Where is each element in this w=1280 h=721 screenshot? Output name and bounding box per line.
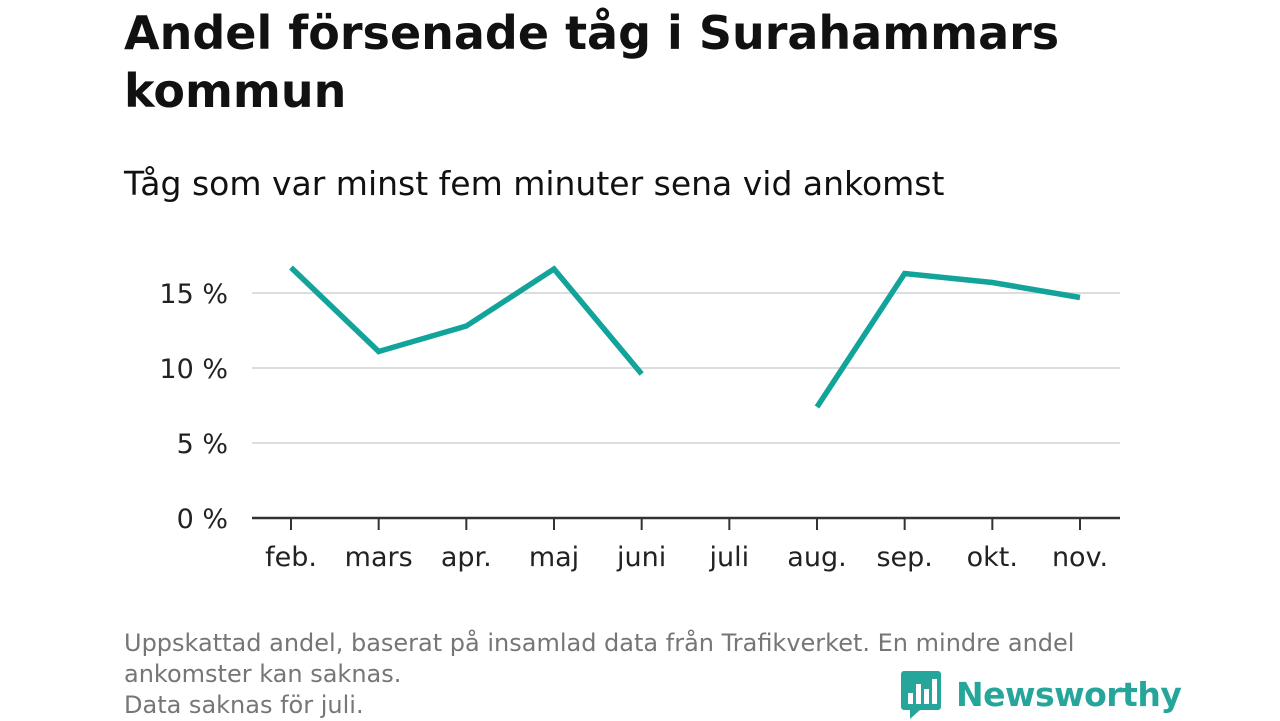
y-tick-label: 0 % (177, 504, 228, 535)
x-tick-label: feb. (265, 542, 317, 573)
y-tick-label: 10 % (159, 354, 228, 385)
series-line-segment (814, 270, 1081, 409)
footnote-line-1: Uppskattad andel, baserat på insamlad da… (124, 629, 1075, 657)
y-tick-label: 15 % (159, 279, 228, 310)
chart-subtitle: Tåg som var minst fem minuter sena vid a… (124, 164, 945, 203)
x-tick-label: aug. (787, 542, 846, 573)
x-tick-label: maj (529, 542, 579, 573)
logo-text: Newsworthy (956, 674, 1182, 714)
x-tick-label: okt. (967, 542, 1018, 573)
newsworthy-logo: Newsworthy (900, 668, 1182, 720)
footnote: Uppskattad andel, baserat på insamlad da… (124, 628, 1154, 721)
x-tick-label: sep. (876, 542, 932, 573)
y-tick-label: 5 % (177, 429, 228, 460)
x-tick-label: juni (616, 542, 666, 573)
x-tick-label: apr. (441, 542, 492, 573)
bar-chart-speech-bubble-icon (901, 671, 941, 719)
chart-title: Andel försenade tåg i Surahammars kommun (124, 6, 1060, 118)
footnote-line-3: Data saknas för juli. (124, 691, 364, 719)
x-tick-label: nov. (1052, 542, 1108, 573)
x-tick-label: mars (345, 542, 413, 573)
series-line-segment (289, 265, 644, 376)
line-chart: 0 % 5 % 10 % 15 % feb. mars apr. maj juni juli aug… (159, 265, 1120, 573)
footnote-line-2: ankomster kan saknas. (124, 660, 402, 688)
x-tick-label: juli (709, 542, 750, 573)
